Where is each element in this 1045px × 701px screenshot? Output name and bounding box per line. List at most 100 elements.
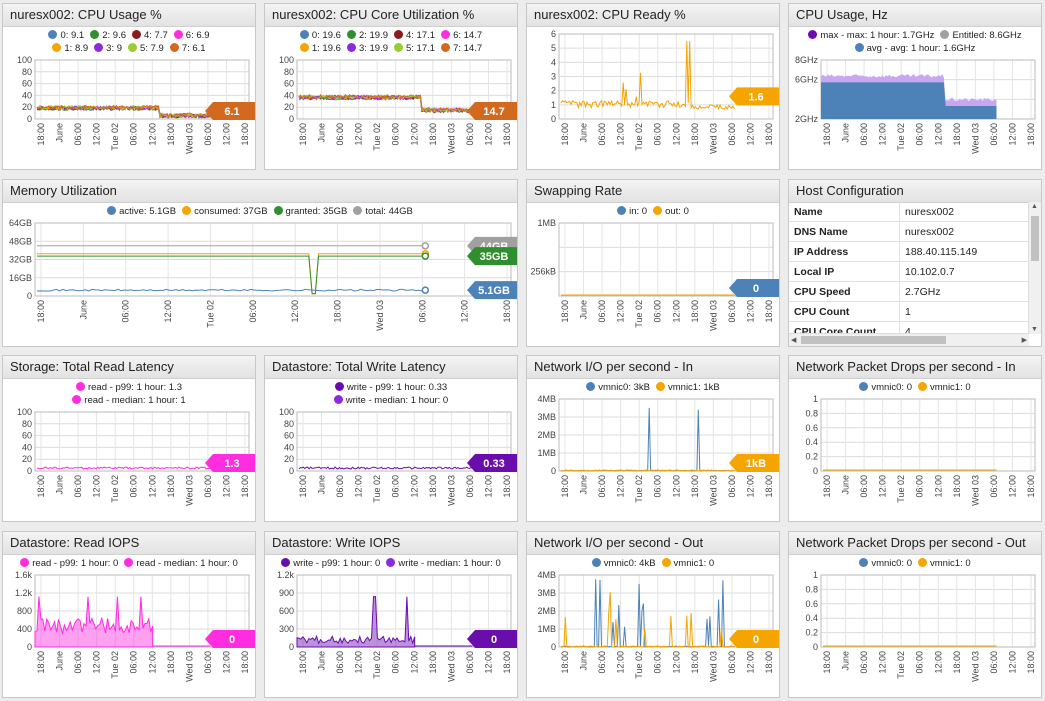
- legend-label: in: 0: [629, 206, 648, 217]
- chart-plot[interactable]: 1.2k 900 600 300 0 18:00 June 06:00 12:00 Tue 02 0…: [265, 532, 518, 698]
- legend-item[interactable]: max - max: 1 hour: 1.7GHz: [808, 29, 934, 42]
- legend-item[interactable]: vmnic0: 3kB: [586, 381, 650, 394]
- legend-item[interactable]: 2: 19.9: [346, 29, 388, 42]
- legend-item[interactable]: write - median: 1 hour: 0: [333, 394, 448, 407]
- legend-item[interactable]: 4: 17.1: [394, 29, 435, 42]
- scroll-left-icon[interactable]: ◀: [791, 337, 797, 344]
- legend-swatch-icon: [346, 43, 356, 52]
- y-tick-label: 20: [284, 454, 294, 464]
- legend-swatch-icon: [273, 206, 283, 215]
- legend-item[interactable]: 6: 14.7: [441, 29, 482, 42]
- x-tick-label: 12:00: [354, 123, 364, 146]
- legend-item[interactable]: 3: 9: [94, 42, 122, 55]
- panel-title: Network Packet Drops per second - In: [789, 356, 1041, 379]
- legend-label: read - p99: 1 hour: 1.3: [87, 382, 182, 393]
- series-line: [37, 253, 426, 295]
- chart-plot[interactable]: 4MB 3MB 2MB 1MB 0 18:00 June 06:00 12:00 Tue 02 06…: [527, 532, 780, 698]
- chart-plot[interactable]: 6 5 4 3 2 1 0 18:00 June 06:00 12:00 Tue 02 06:00 12:…: [527, 4, 780, 170]
- chart-plot[interactable]: 1 0.8 0.6 0.4 0.2 0 18:00 June 06:00 12:00 Tue 02 0…: [789, 532, 1042, 698]
- legend-item[interactable]: vmnic1: 1kB: [656, 381, 720, 394]
- horizontal-scrollbar[interactable]: ◀ ▶: [789, 333, 1029, 346]
- legend-item[interactable]: 7: 14.7: [441, 42, 482, 55]
- chart-plot[interactable]: 4MB 3MB 2MB 1MB 0 18:00 June 06:00 12:00 Tue 02 06…: [527, 356, 780, 522]
- cpu-usage-panel: nuresx002: CPU Usage % 0: 9.1 2: 9.6 4: 7.7…: [2, 3, 256, 170]
- legend-label: 6: 14.7: [453, 30, 483, 41]
- legend-item[interactable]: 7: 6.1: [169, 42, 206, 55]
- chart-plot[interactable]: 1MB 256kB 18:00 June 06:00 12:00 Tue 02 06:00 12…: [527, 180, 780, 347]
- x-tick-label: 12:00: [483, 651, 493, 674]
- legend-item[interactable]: total: 44GB: [353, 205, 413, 218]
- legend-item[interactable]: read - median: 1 hour: 0: [124, 557, 238, 570]
- legend-item[interactable]: 1: 19.6: [299, 42, 341, 55]
- chart-legend: read - p99: 1 hour: 0 read - median: 1 ho…: [3, 557, 255, 570]
- scroll-down-icon[interactable]: ▼: [1031, 326, 1038, 333]
- panel-title: Network I/O per second - In: [527, 356, 779, 379]
- legend-item[interactable]: in: 0: [617, 205, 647, 218]
- legend-item[interactable]: granted: 35GB: [273, 205, 347, 218]
- x-tick-label: 18:00: [560, 651, 570, 674]
- y-tick-label: 0: [551, 466, 556, 476]
- scroll-thumb[interactable]: [801, 336, 946, 344]
- legend-item[interactable]: read - median: 1 hour: 1: [72, 394, 186, 407]
- x-tick-label: 18:00: [822, 123, 832, 146]
- legend-item[interactable]: write - p99: 1 hour: 0.33: [334, 381, 447, 394]
- scroll-right-icon[interactable]: ▶: [1021, 337, 1027, 344]
- x-tick-label: June: [317, 651, 327, 671]
- legend-item[interactable]: 0: 19.6: [299, 29, 341, 42]
- legend-item[interactable]: 6: 6.9: [173, 29, 210, 42]
- chart-plot[interactable]: 1.6k 1.2k 800 400 0 18:00 June 06:00 12:00 Tue 02…: [3, 532, 256, 698]
- legend-item[interactable]: avg - avg: 1 hour: 1.6GHz: [854, 42, 975, 55]
- legend-item[interactable]: read - p99: 1 hour: 1.3: [75, 381, 182, 394]
- y-tick-label: 0.4: [805, 613, 818, 623]
- host-config-table-wrap[interactable]: Name nuresx002 DNS Name nuresx002 IP Address…: [789, 202, 1029, 334]
- x-tick-label: June: [55, 123, 65, 143]
- legend-item[interactable]: Entitled: 8.6GHz: [940, 29, 1022, 42]
- vertical-scrollbar[interactable]: ▲ ▼: [1028, 202, 1041, 334]
- legend-item[interactable]: 0: 9.1: [48, 29, 84, 42]
- legend-item[interactable]: vmnic1: 0: [918, 557, 971, 570]
- series-area: [821, 82, 997, 119]
- x-tick-label: 12:00: [671, 475, 681, 498]
- legend-item[interactable]: 4: 7.7: [132, 29, 168, 42]
- legend-item[interactable]: vmnic1: 0: [918, 381, 971, 394]
- panel-title: Network I/O per second - Out: [527, 532, 779, 555]
- legend-item[interactable]: vmnic1: 0: [661, 557, 714, 570]
- value-badge: [729, 279, 779, 297]
- legend-item[interactable]: read - p99: 1 hour: 0: [20, 557, 118, 570]
- legend-label: write - p99: 1 hour: 0: [293, 558, 381, 569]
- legend-item[interactable]: 1: 8.9: [52, 42, 88, 55]
- chart-plot[interactable]: 1 0.8 0.6 0.4 0.2 0 18:00 June 06:00 12:00 Tue 02 0…: [789, 356, 1042, 522]
- series-area: [34, 596, 154, 648]
- x-tick-label: 06:00: [597, 300, 607, 323]
- chart-plot[interactable]: 64GB 48GB 32GB 16GB 0 18:00 June 06:00 12:00 Tue …: [3, 180, 518, 347]
- x-tick-label: 18:00: [690, 475, 700, 498]
- legend-item[interactable]: 5: 7.9: [128, 42, 164, 55]
- x-tick-label: 06:00: [859, 123, 869, 146]
- legend-label: 7: 6.1: [181, 43, 206, 54]
- legend-item[interactable]: out: 0: [653, 205, 689, 218]
- x-tick-label: Tue 02: [110, 123, 120, 151]
- scroll-up-icon[interactable]: ▲: [1031, 203, 1038, 210]
- legend-swatch-icon: [169, 43, 179, 52]
- scroll-thumb[interactable]: [1031, 216, 1039, 261]
- legend-item[interactable]: vmnic0: 4kB: [591, 557, 656, 570]
- x-tick-label: 18:00: [502, 651, 512, 674]
- legend-swatch-icon: [299, 43, 309, 52]
- legend-item[interactable]: write - median: 1 hour: 0: [386, 557, 501, 570]
- legend-item[interactable]: 3: 19.9: [346, 42, 388, 55]
- legend-item[interactable]: write - p99: 1 hour: 0: [281, 557, 380, 570]
- x-tick-label: 12:00: [878, 475, 888, 498]
- legend-item[interactable]: vmnic0: 0: [859, 557, 912, 570]
- legend-item[interactable]: vmnic0: 0: [859, 381, 912, 394]
- legend-item[interactable]: 5: 17.1: [394, 42, 435, 55]
- legend-item[interactable]: consumed: 37GB: [182, 205, 268, 218]
- legend-item[interactable]: 2: 9.6: [90, 29, 126, 42]
- x-tick-label: June: [579, 300, 589, 320]
- legend-item[interactable]: active: 5.1GB: [107, 205, 176, 218]
- legend-swatch-icon: [918, 558, 927, 567]
